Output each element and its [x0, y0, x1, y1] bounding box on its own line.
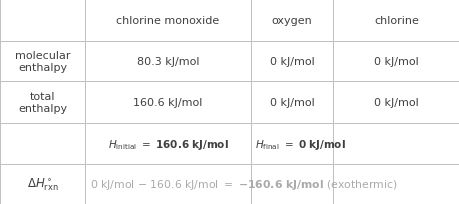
- Text: total
enthalpy: total enthalpy: [18, 91, 67, 114]
- Text: $\mathit{H}_\mathregular{final}$ $=$ $\mathbf{0}$ $\mathbf{kJ/mol}$: $\mathit{H}_\mathregular{final}$ $=$ $\m…: [255, 137, 345, 151]
- Text: 80.3 kJ/mol: 80.3 kJ/mol: [136, 57, 199, 67]
- Text: $\mathit{H}_\mathregular{initial}$ $=$ $\mathbf{160.6}$ $\mathbf{kJ/mol}$: $\mathit{H}_\mathregular{initial}$ $=$ $…: [107, 137, 228, 151]
- Bar: [85, 164, 250, 204]
- Bar: [85, 0, 250, 42]
- Text: 0 kJ/mol: 0 kJ/mol: [269, 98, 314, 108]
- Bar: [0, 82, 85, 123]
- Bar: [250, 164, 333, 204]
- Bar: [333, 123, 459, 164]
- Bar: [250, 42, 333, 82]
- Bar: [333, 164, 459, 204]
- Text: molecular
enthalpy: molecular enthalpy: [15, 51, 70, 73]
- Bar: [0, 0, 85, 42]
- Bar: [85, 123, 250, 164]
- Bar: [333, 0, 459, 42]
- Bar: [333, 82, 459, 123]
- Bar: [250, 123, 333, 164]
- Bar: [250, 82, 333, 123]
- Text: chlorine monoxide: chlorine monoxide: [116, 16, 219, 26]
- Bar: [0, 123, 85, 164]
- Bar: [0, 164, 85, 204]
- Text: 0 kJ/mol: 0 kJ/mol: [374, 57, 418, 67]
- Text: oxygen: oxygen: [271, 16, 312, 26]
- Bar: [85, 82, 250, 123]
- Text: $\Delta H^\circ_\mathregular{rxn}$: $\Delta H^\circ_\mathregular{rxn}$: [27, 176, 58, 192]
- Bar: [0, 42, 85, 82]
- Bar: [333, 42, 459, 82]
- Bar: [250, 0, 333, 42]
- Text: 160.6 kJ/mol: 160.6 kJ/mol: [133, 98, 202, 108]
- Text: chlorine: chlorine: [374, 16, 418, 26]
- Text: 0 kJ/mol: 0 kJ/mol: [269, 57, 314, 67]
- Text: 0 kJ/mol $-$ 160.6 kJ/mol $=$ $\mathbf{-160.6\ kJ/mol}$ (exothermic): 0 kJ/mol $-$ 160.6 kJ/mol $=$ $\mathbf{-…: [90, 177, 397, 191]
- Text: 0 kJ/mol: 0 kJ/mol: [374, 98, 418, 108]
- Bar: [85, 42, 250, 82]
